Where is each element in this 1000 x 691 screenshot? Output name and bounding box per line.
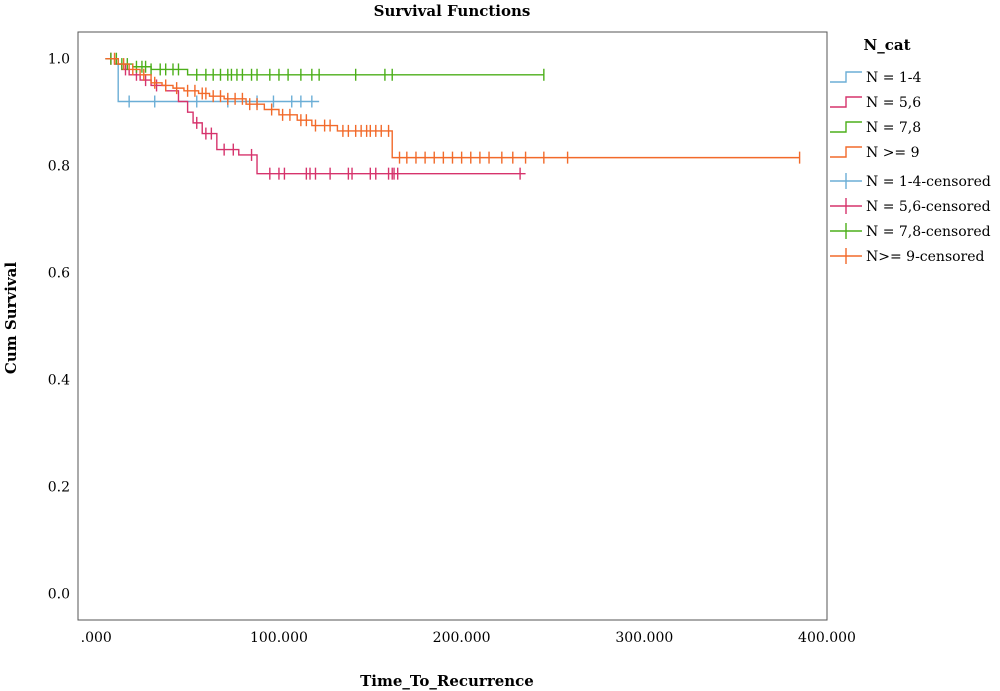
legend-step-swatch (830, 96, 862, 108)
x-tick-label: 400.000 (798, 630, 856, 646)
y-axis: 0.0 0.2 0.4 0.6 0.8 1.0 (48, 52, 70, 603)
legend-step-swatch (830, 71, 862, 83)
legend-step-swatch (830, 146, 862, 158)
y-tick-label: 0.8 (48, 159, 70, 175)
x-tick-label: 100.000 (250, 630, 308, 646)
survival-line (105, 58, 800, 159)
series-1 (105, 58, 320, 108)
legend-censor-swatch (830, 223, 862, 239)
legend-step-swatch (830, 121, 862, 133)
x-tick-label: 300.000 (615, 630, 673, 646)
legend-label: N = 1-4 (866, 70, 922, 86)
legend-label: N = 1-4-censored (866, 174, 991, 190)
y-tick-label: 0.6 (48, 266, 70, 282)
x-tick-label: 200.000 (433, 630, 491, 646)
legend-label: N>= 9-censored (866, 249, 985, 265)
y-axis-label: Cum Survival (2, 262, 20, 374)
legend-label: N = 5,6 (866, 95, 921, 111)
survival-line (105, 58, 544, 76)
y-tick-label: 0.4 (48, 372, 70, 388)
y-tick-label: 1.0 (48, 52, 70, 68)
chart-title: Survival Functions (374, 2, 531, 20)
series-3 (105, 52, 545, 81)
series-layer (105, 52, 801, 180)
legend: N_cat N = 1-4 N = 5,6 N = 7,8 N >= 9 N = 1-4… (830, 36, 991, 265)
x-axis-label: Time_To_Recurrence (360, 672, 534, 690)
legend-label: N = 5,6-censored (866, 199, 991, 215)
legend-censor-swatch (830, 248, 862, 264)
plot-area (77, 31, 828, 621)
y-tick-label: 0.2 (48, 479, 70, 495)
series-4 (105, 52, 801, 164)
legend-label: N = 7,8-censored (866, 224, 991, 240)
survival-line (105, 58, 320, 103)
x-axis: .000 100.000 200.000 300.000 400.000 (81, 630, 856, 646)
legend-label: N >= 9 (866, 145, 920, 161)
legend-label: N = 7,8 (866, 120, 921, 136)
series-2 (105, 52, 526, 180)
legend-title: N_cat (864, 36, 911, 54)
legend-censor-swatch (830, 173, 862, 189)
legend-censor-swatch (830, 198, 862, 214)
x-tick-label: .000 (81, 630, 112, 646)
y-tick-label: 0.0 (48, 586, 70, 602)
survival-line (105, 58, 526, 175)
